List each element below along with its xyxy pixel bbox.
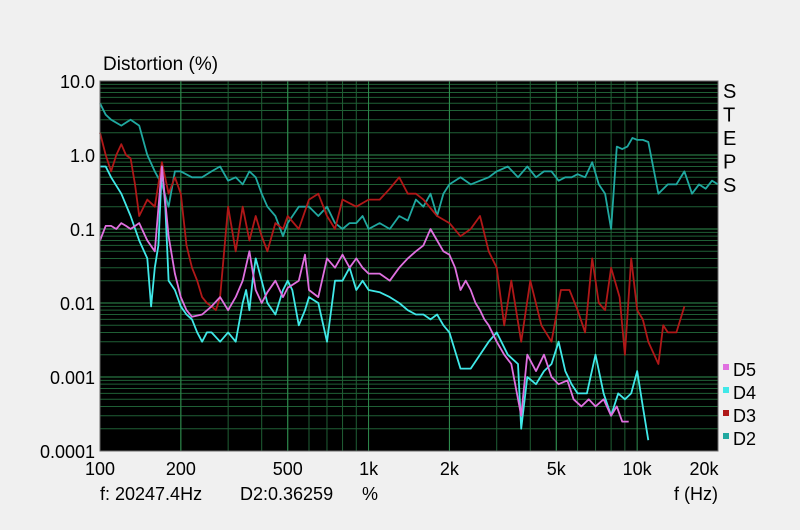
y-tick-label: 1.0 — [70, 146, 95, 166]
readout-unit: % — [362, 484, 378, 504]
legend-swatch-d4 — [723, 387, 729, 393]
readout-frequency: f: 20247.4Hz — [100, 484, 202, 504]
legend-label-d5: D5 — [733, 360, 756, 380]
x-tick-label: 100 — [85, 459, 115, 479]
steps-letter: E — [723, 128, 736, 150]
x-tick-label: 5k — [547, 459, 567, 479]
plot-border — [99, 80, 719, 452]
y-tick-label: 10.0 — [60, 72, 95, 92]
legend-label-d3: D3 — [733, 406, 756, 426]
y-tick-labels: 10.0 1.0 0.1 0.01 0.001 0.0001 — [40, 72, 95, 462]
legend-swatch-d2 — [723, 433, 729, 439]
x-tick-label: 2k — [440, 459, 460, 479]
readout-value: D2:0.36259 — [240, 484, 333, 504]
series-line-d2 — [99, 102, 719, 238]
series-line-d5 — [99, 165, 629, 423]
x-tick-labels: 100 200 500 1k 2k 5k 10k 20k — [85, 459, 720, 479]
x-tick-label: 10k — [623, 459, 653, 479]
legend: D5 D4 D3 D2 — [723, 360, 756, 449]
steps-letter: P — [723, 152, 736, 174]
plot-area — [100, 81, 718, 451]
x-tick-label: 20k — [689, 459, 719, 479]
steps-letter: T — [723, 105, 735, 127]
legend-label-d4: D4 — [733, 383, 756, 403]
chart-title: Distortion (%) — [103, 54, 218, 75]
steps-letter: S — [723, 175, 736, 197]
y-tick-label: 0.0001 — [40, 442, 95, 462]
steps-letter: S — [723, 81, 736, 103]
series-line-d4 — [100, 165, 650, 441]
y-tick-label: 0.1 — [70, 220, 95, 240]
y-tick-label: 0.001 — [50, 368, 95, 388]
legend-label-d2: D2 — [733, 429, 756, 449]
x-tick-label: 200 — [166, 459, 196, 479]
series-line-d3 — [99, 132, 686, 365]
series-lines — [99, 102, 719, 441]
x-tick-label: 500 — [273, 459, 303, 479]
y-tick-label: 0.01 — [60, 294, 95, 314]
legend-swatch-d5 — [723, 364, 729, 370]
x-axis-label: f (Hz) — [674, 484, 718, 504]
x-tick-label: 1k — [359, 459, 379, 479]
legend-swatch-d3 — [723, 410, 729, 416]
